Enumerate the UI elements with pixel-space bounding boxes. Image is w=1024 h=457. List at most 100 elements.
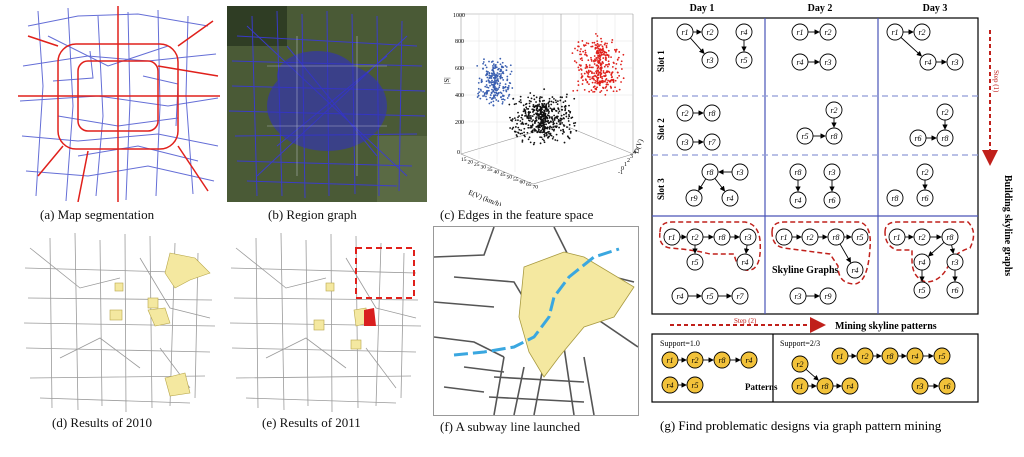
- svg-text:r5: r5: [691, 258, 698, 267]
- focus-box: [355, 247, 415, 299]
- graph-node: r6: [916, 189, 934, 207]
- graph-node: r2: [791, 355, 809, 373]
- feature-space-chart: |S| 1000 800 600 400 200 0 15 20 25 30 35 40 4…: [443, 13, 645, 209]
- caption-c: (c) Edges in the feature space: [440, 207, 594, 222]
- svg-text:r5: r5: [801, 132, 808, 141]
- z-tick: 600: [455, 66, 464, 72]
- graph-node: r1: [831, 347, 849, 365]
- z-tick: 200: [455, 120, 464, 126]
- graph-node: r3: [946, 253, 964, 271]
- svg-text:r8: r8: [891, 194, 898, 203]
- graph-node: r8: [827, 228, 845, 246]
- svg-text:r4: r4: [924, 58, 931, 67]
- graph-node: r1: [791, 377, 809, 395]
- graph-node: r5: [701, 287, 719, 305]
- svg-text:r3: r3: [744, 233, 751, 242]
- yaxis-label: D(V): [632, 137, 645, 154]
- graph-node: r5: [851, 228, 869, 246]
- skyline-highlights: [658, 221, 975, 285]
- y-tick: -1: [618, 170, 623, 176]
- graph-node: r1: [775, 228, 793, 246]
- black-cluster: [508, 88, 578, 146]
- x-tick: 35: [487, 167, 493, 173]
- graph-node: r3: [819, 53, 837, 71]
- svg-text:r8: r8: [830, 132, 837, 141]
- svg-text:r4: r4: [741, 258, 748, 267]
- svg-text:r7: r7: [708, 138, 716, 147]
- z-tick: 400: [455, 93, 464, 99]
- svg-text:r8: r8: [706, 168, 713, 177]
- svg-text:r2: r2: [806, 233, 813, 242]
- svg-text:r5: r5: [706, 292, 713, 301]
- graph-node: r5: [933, 347, 951, 365]
- building-label: Building skyline graphs: [1002, 175, 1013, 276]
- svg-text:r8: r8: [718, 233, 725, 242]
- graph-node: r1: [663, 228, 681, 246]
- graph-node: r4: [740, 351, 758, 369]
- svg-text:r4: r4: [918, 258, 925, 267]
- svg-text:r2: r2: [861, 352, 868, 361]
- y-tick: 4: [633, 150, 636, 156]
- svg-text:r2: r2: [824, 28, 831, 37]
- graph-node: r8: [881, 347, 899, 365]
- svg-text:r2: r2: [681, 109, 688, 118]
- graph-node: r9: [819, 287, 837, 305]
- caption-d: (d) Results of 2010: [52, 415, 153, 430]
- support2-label: Support=2/3: [780, 339, 820, 348]
- panel-region-graph: [227, 6, 427, 202]
- graph-node: r4: [791, 53, 809, 71]
- svg-text:r1: r1: [796, 382, 803, 391]
- svg-text:r1: r1: [666, 356, 673, 365]
- x-tick: 70: [533, 185, 539, 191]
- highlighted-regions: [109, 252, 211, 397]
- x-tick: 60: [520, 180, 526, 186]
- graph-node: r2: [856, 347, 874, 365]
- zaxis-label: |S|: [443, 77, 451, 84]
- graph-node: r8: [713, 228, 731, 246]
- panel-map-segmentation: [18, 6, 220, 203]
- graph-node: r5: [796, 127, 814, 145]
- graph-node: r5: [913, 281, 931, 299]
- caption-a: (a) Map segmentation: [40, 207, 155, 222]
- svg-text:r8: r8: [794, 168, 801, 177]
- svg-text:r3: r3: [828, 168, 835, 177]
- x-tick: 25: [474, 162, 480, 168]
- step1-label: Step (1): [992, 70, 1000, 93]
- svg-text:r3: r3: [706, 56, 713, 65]
- svg-text:r4: r4: [911, 352, 918, 361]
- svg-text:r2: r2: [691, 356, 698, 365]
- slot-label: Slot 3: [656, 178, 666, 200]
- x-tick: 15: [461, 157, 467, 163]
- svg-text:r4: r4: [796, 58, 803, 67]
- affected-region: [518, 251, 635, 378]
- graph-node: r4: [735, 23, 753, 41]
- skyline-diagram: Day 1 Day 2 Day 3 Slot 1 Slot 2 Slot 3 S…: [651, 3, 1013, 433]
- graph-node: r4: [841, 377, 859, 395]
- svg-text:r4: r4: [666, 381, 673, 390]
- day-header: Day 2: [808, 3, 833, 14]
- panel-results-2011: [226, 228, 424, 414]
- subway-line: [453, 247, 620, 357]
- mining-label: Mining skyline patterns: [835, 321, 937, 332]
- caption-f: (f) A subway line launched: [440, 419, 581, 434]
- graph-node: r4: [789, 191, 807, 209]
- svg-text:r9: r9: [824, 292, 831, 301]
- svg-text:r1: r1: [780, 233, 787, 242]
- graph-node: r3: [911, 377, 929, 395]
- svg-text:r5: r5: [856, 233, 863, 242]
- graph-node: r3: [731, 163, 749, 181]
- graph-node: r4: [736, 253, 754, 271]
- svg-text:r4: r4: [726, 194, 733, 203]
- graph-node: r1: [676, 23, 694, 41]
- svg-text:r8: r8: [832, 233, 839, 242]
- panel-feature-space: |S| 1000 800 600 400 200 0 15 20 25 30 35 40 4…: [433, 4, 648, 209]
- graph-node: r2: [686, 228, 704, 246]
- graph-node: r3: [676, 133, 694, 151]
- blue-cluster: [476, 57, 515, 107]
- svg-text:r3: r3: [824, 58, 831, 67]
- svg-text:r5: r5: [691, 381, 698, 390]
- x-tick: 65: [526, 182, 532, 188]
- y-tick: 0: [621, 166, 624, 172]
- graph-node: r3: [739, 228, 757, 246]
- svg-text:r3: r3: [736, 168, 743, 177]
